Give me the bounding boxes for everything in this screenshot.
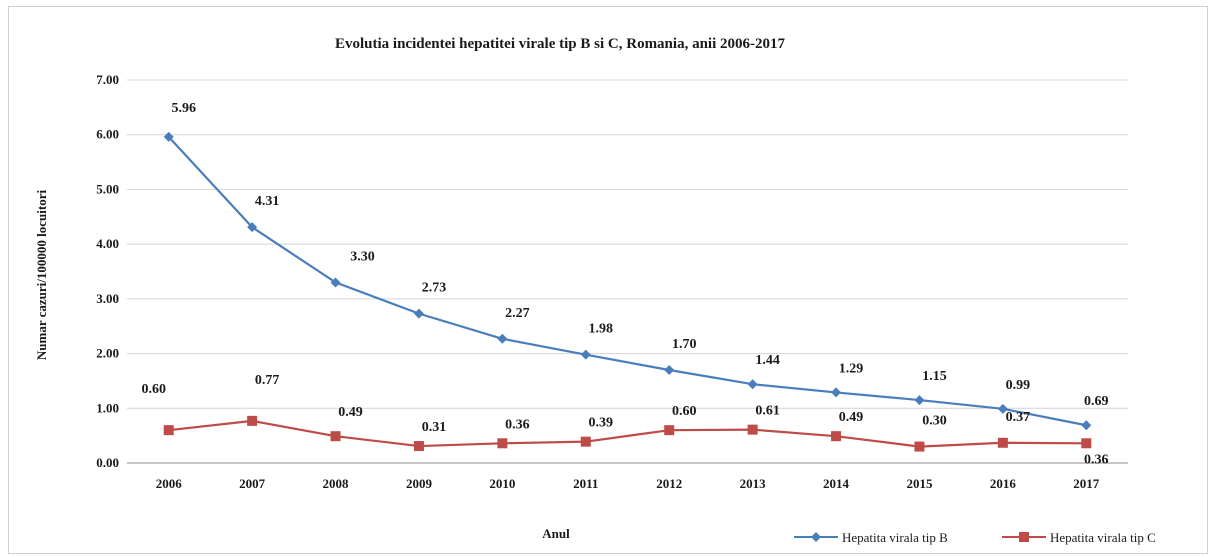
data-point-b [831, 387, 842, 398]
data-point-b [247, 222, 258, 233]
data-point-b [163, 131, 174, 142]
data-label-b: 2.27 [505, 306, 530, 321]
data-label-b: 0.99 [1006, 378, 1031, 393]
y-tick-label: 7.00 [96, 72, 119, 87]
data-label-c: 0.37 [1006, 410, 1031, 425]
data-point-c [997, 437, 1008, 448]
y-tick-label: 5.00 [96, 181, 119, 196]
x-tick-label: 2006 [156, 476, 183, 491]
data-point-c [664, 425, 675, 436]
x-tick-label: 2011 [573, 476, 598, 491]
data-label-c: 0.36 [505, 417, 530, 432]
data-point-c [914, 441, 925, 452]
x-tick-label: 2013 [740, 476, 767, 491]
y-tick-label: 3.00 [96, 291, 119, 306]
data-label-b: 5.96 [171, 101, 196, 116]
data-label-b: 4.31 [255, 194, 280, 209]
x-axis-ticks: 2006 2007 2008 2009 2010 2011 2012 2013 2014 2015… [156, 476, 1100, 491]
data-label-b: 3.30 [350, 249, 375, 264]
legend-item-b: Hepatita virala tip B [794, 530, 948, 545]
x-tick-label: 2016 [990, 476, 1017, 491]
y-tick-label: 4.00 [96, 236, 119, 251]
y-axis-ticks: 0.00 1.00 2.00 3.00 4.00 5.00 6.00 7.00 [96, 72, 119, 470]
x-tick-label: 2007 [239, 476, 266, 491]
data-point-c [1081, 438, 1092, 449]
data-label-b: 1.98 [589, 322, 614, 337]
y-tick-label: 1.00 [96, 400, 119, 415]
data-label-b: 2.73 [422, 281, 447, 296]
x-tick-label: 2008 [323, 476, 350, 491]
data-label-c: 0.49 [338, 405, 363, 420]
data-label-c: 0.61 [755, 404, 780, 419]
data-label-b: 1.15 [922, 369, 947, 384]
data-point-b [914, 395, 925, 406]
data-point-b [580, 349, 591, 360]
y-axis-label: Numar cazuri/100000 locuitori [34, 190, 49, 361]
data-point-c [831, 431, 842, 442]
data-point-c [413, 441, 424, 452]
data-point-c [163, 425, 174, 436]
data-point-b [413, 308, 424, 319]
data-label-c: 0.49 [839, 410, 864, 425]
data-point-b [664, 364, 675, 375]
data-label-b: 1.70 [672, 337, 697, 352]
y-tick-label: 0.00 [96, 455, 119, 470]
data-label-b: 1.44 [755, 353, 780, 368]
data-point-b [497, 333, 508, 344]
data-label-c: 0.77 [255, 373, 280, 388]
legend-label-b: Hepatita virala tip B [842, 530, 948, 545]
data-label-c: 0.30 [922, 414, 947, 429]
y-tick-label: 6.00 [96, 127, 119, 142]
data-point-c [747, 424, 758, 435]
series-line-c [168, 419, 1087, 448]
legend: Hepatita virala tip B Hepatita virala ti… [794, 530, 1156, 545]
x-tick-label: 2014 [823, 476, 850, 491]
data-labels: 5.96 4.31 3.30 2.73 2.27 1.98 1.70 1.44 1.29 1.15… [141, 101, 1108, 467]
data-point-b [330, 277, 341, 288]
legend-item-c: Hepatita virala tip C [1002, 530, 1156, 545]
y-tick-label: 2.00 [96, 346, 119, 361]
series-group [163, 131, 1092, 452]
data-point-c [497, 438, 508, 449]
series-line-b [167, 136, 1087, 427]
data-label-b: 0.69 [1084, 394, 1109, 409]
data-point-c [330, 431, 341, 442]
x-tick-label: 2009 [406, 476, 433, 491]
data-label-b: 1.29 [839, 361, 864, 376]
data-label-c: 0.39 [589, 416, 614, 431]
legend-label-c: Hepatita virala tip C [1050, 530, 1156, 545]
data-label-c: 0.36 [1084, 452, 1109, 467]
data-point-b [997, 403, 1008, 414]
data-point-b [1081, 420, 1092, 431]
data-point-c [580, 436, 591, 447]
data-label-c: 0.31 [422, 420, 447, 435]
x-tick-label: 2012 [656, 476, 682, 491]
x-tick-label: 2015 [906, 476, 933, 491]
data-label-c: 0.60 [141, 382, 166, 397]
x-axis-label: Anul [542, 526, 570, 541]
x-tick-label: 2017 [1073, 476, 1100, 491]
data-point-b [747, 379, 758, 390]
x-tick-label: 2010 [489, 476, 515, 491]
data-label-c: 0.60 [672, 404, 697, 419]
data-point-c [247, 415, 258, 426]
chart-title: Evolutia incidentei hepatitei virale tip… [335, 36, 786, 52]
gridlines [127, 79, 1128, 464]
